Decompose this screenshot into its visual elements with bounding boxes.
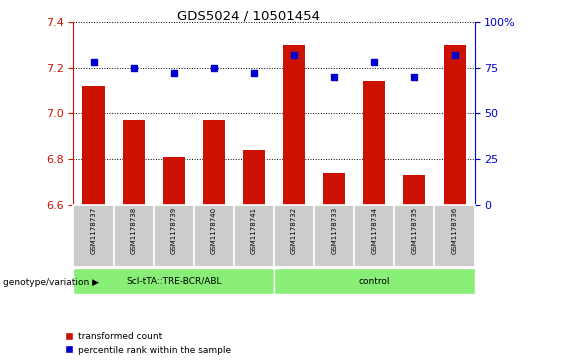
FancyBboxPatch shape	[314, 205, 354, 267]
Point	[450, 52, 459, 58]
Bar	[123, 120, 145, 205]
FancyBboxPatch shape	[73, 205, 114, 267]
Text: GSM1178732: GSM1178732	[291, 207, 297, 254]
Bar	[323, 173, 345, 205]
Text: GSM1178739: GSM1178739	[171, 207, 177, 254]
Text: GSM1178741: GSM1178741	[251, 207, 257, 254]
Point	[250, 70, 259, 76]
Text: GSM1178737: GSM1178737	[90, 207, 97, 254]
Bar	[82, 86, 105, 205]
Bar	[203, 120, 225, 205]
FancyBboxPatch shape	[73, 268, 274, 294]
Bar	[163, 157, 185, 205]
Legend: transformed count, percentile rank within the sample: transformed count, percentile rank withi…	[61, 329, 235, 359]
FancyBboxPatch shape	[354, 205, 394, 267]
Point	[290, 52, 299, 58]
FancyBboxPatch shape	[434, 205, 475, 267]
Point	[170, 70, 179, 76]
Bar	[243, 150, 265, 205]
Text: GSM1178736: GSM1178736	[451, 207, 458, 254]
Text: GSM1178733: GSM1178733	[331, 207, 337, 254]
Text: genotype/variation ▶: genotype/variation ▶	[3, 278, 99, 287]
Text: GSM1178738: GSM1178738	[131, 207, 137, 254]
Bar	[403, 175, 425, 205]
Bar	[283, 45, 305, 205]
Bar	[363, 81, 385, 205]
Text: control: control	[359, 277, 390, 286]
FancyBboxPatch shape	[154, 205, 194, 267]
Text: GSM1178734: GSM1178734	[371, 207, 377, 254]
FancyBboxPatch shape	[194, 205, 234, 267]
Point	[89, 59, 98, 65]
FancyBboxPatch shape	[234, 205, 274, 267]
Text: ScI-tTA::TRE-BCR/ABL: ScI-tTA::TRE-BCR/ABL	[126, 277, 221, 286]
Point	[330, 74, 339, 80]
Point	[370, 59, 379, 65]
Point	[210, 65, 219, 70]
Bar	[444, 45, 466, 205]
FancyBboxPatch shape	[114, 205, 154, 267]
FancyBboxPatch shape	[394, 205, 434, 267]
Text: GSM1178735: GSM1178735	[411, 207, 418, 254]
Point	[410, 74, 419, 80]
FancyBboxPatch shape	[274, 268, 475, 294]
FancyBboxPatch shape	[274, 205, 314, 267]
Text: GDS5024 / 10501454: GDS5024 / 10501454	[177, 9, 320, 22]
Point	[129, 65, 138, 70]
Text: GSM1178740: GSM1178740	[211, 207, 217, 254]
